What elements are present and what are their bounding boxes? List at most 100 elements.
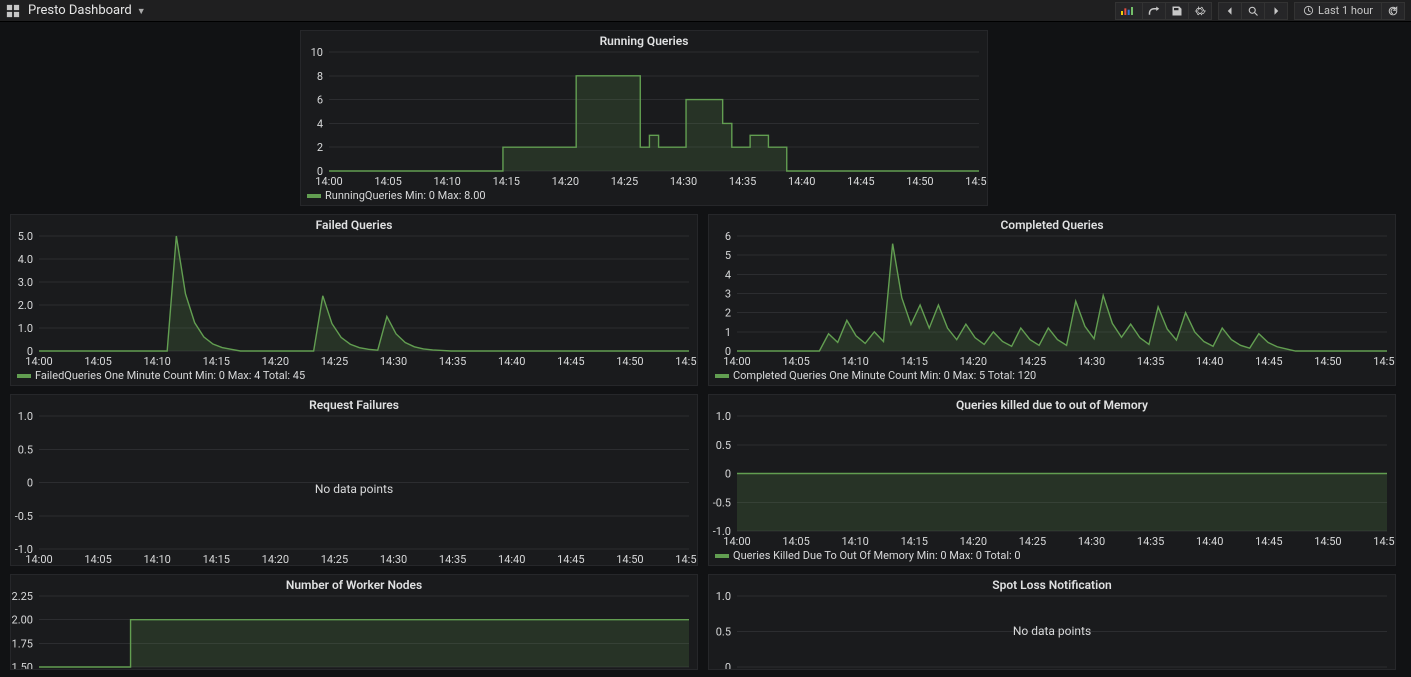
svg-text:2.25: 2.25 <box>12 592 33 603</box>
svg-text:14:25: 14:25 <box>321 553 348 565</box>
svg-text:14:10: 14:10 <box>841 355 868 367</box>
svg-text:14:55: 14:55 <box>675 355 697 367</box>
svg-text:14:40: 14:40 <box>498 355 525 367</box>
svg-text:-0.5: -0.5 <box>15 510 33 523</box>
svg-text:2: 2 <box>725 307 731 320</box>
svg-text:14:50: 14:50 <box>1314 355 1341 367</box>
svg-text:1.75: 1.75 <box>12 637 33 650</box>
svg-text:0: 0 <box>725 661 731 669</box>
share-button[interactable] <box>1142 2 1166 20</box>
zoom-out-button[interactable] <box>1241 2 1265 20</box>
legend-completed-queries[interactable]: Completed Queries One Minute Count Min: … <box>709 367 1395 385</box>
svg-text:3.0: 3.0 <box>18 276 33 289</box>
dashboard-title-text: Presto Dashboard <box>28 3 132 18</box>
caret-down-icon: ▼ <box>137 7 146 17</box>
svg-text:14:40: 14:40 <box>1196 535 1223 547</box>
svg-text:14:50: 14:50 <box>906 175 933 187</box>
svg-text:1.0: 1.0 <box>716 592 731 603</box>
svg-text:14:25: 14:25 <box>1019 355 1046 367</box>
svg-text:14:20: 14:20 <box>262 553 289 565</box>
svg-text:10: 10 <box>311 48 323 59</box>
svg-text:2.00: 2.00 <box>12 614 33 627</box>
panel-completed-queries: Completed Queries 012345614:0014:0514:10… <box>708 214 1396 386</box>
legend-text: Queries Killed Due To Out Of Memory Min:… <box>733 549 1021 562</box>
svg-text:14:35: 14:35 <box>439 355 466 367</box>
panel-title: Completed Queries <box>709 215 1395 232</box>
svg-text:1.0: 1.0 <box>716 412 731 423</box>
svg-text:14:05: 14:05 <box>782 355 809 367</box>
save-button[interactable] <box>1165 2 1189 20</box>
svg-text:4.0: 4.0 <box>18 253 33 266</box>
svg-text:14:15: 14:15 <box>493 175 520 187</box>
no-data-label: No data points <box>709 624 1395 638</box>
svg-text:14:45: 14:45 <box>1255 535 1282 547</box>
dashboard-grid-icon[interactable] <box>6 4 20 18</box>
panel-title: Number of Worker Nodes <box>11 575 697 592</box>
svg-text:1.50: 1.50 <box>12 661 33 669</box>
svg-text:14:05: 14:05 <box>782 535 809 547</box>
svg-text:14:05: 14:05 <box>84 355 111 367</box>
svg-text:1.0: 1.0 <box>18 412 33 423</box>
panel-title: Spot Loss Notification <box>709 575 1395 592</box>
svg-text:14:20: 14:20 <box>262 355 289 367</box>
svg-text:14:05: 14:05 <box>374 175 401 187</box>
chart-queries-killed-oom: -1.0-0.500.51.014:0014:0514:1014:1514:20… <box>709 412 1395 547</box>
svg-text:3: 3 <box>725 288 731 301</box>
svg-text:6: 6 <box>725 232 731 243</box>
svg-text:0.5: 0.5 <box>18 443 33 456</box>
time-range-picker[interactable]: Last 1 hour <box>1294 2 1382 20</box>
add-panel-button[interactable] <box>1115 2 1143 20</box>
topbar-right: Last 1 hour <box>1109 2 1405 20</box>
svg-text:8: 8 <box>317 70 323 83</box>
svg-text:14:15: 14:15 <box>203 355 230 367</box>
legend-text: Completed Queries One Minute Count Min: … <box>733 369 1036 382</box>
time-back-button[interactable] <box>1218 2 1242 20</box>
svg-text:14:25: 14:25 <box>321 355 348 367</box>
legend-swatch <box>715 374 729 378</box>
panel-failed-queries: Failed Queries 01.02.03.04.05.014:0014:0… <box>10 214 698 386</box>
svg-text:14:15: 14:15 <box>203 553 230 565</box>
svg-text:14:30: 14:30 <box>380 553 407 565</box>
settings-button[interactable] <box>1188 2 1212 20</box>
topbar-left: Presto Dashboard ▼ <box>6 3 146 18</box>
refresh-button[interactable] <box>1381 2 1405 20</box>
svg-text:14:30: 14:30 <box>670 175 697 187</box>
svg-text:14:50: 14:50 <box>616 355 643 367</box>
dashboard-body: Running Queries 024681014:0014:0514:1014… <box>0 22 1411 677</box>
legend-running-queries[interactable]: RunningQueries Min: 0 Max: 8.00 <box>301 187 987 205</box>
svg-text:1: 1 <box>725 326 731 339</box>
svg-text:14:35: 14:35 <box>439 553 466 565</box>
panel-title: Running Queries <box>301 31 987 48</box>
legend-swatch <box>17 374 31 378</box>
time-forward-button[interactable] <box>1264 2 1288 20</box>
svg-text:14:30: 14:30 <box>1078 535 1105 547</box>
svg-text:14:55: 14:55 <box>965 175 987 187</box>
svg-text:14:00: 14:00 <box>315 175 342 187</box>
svg-text:14:35: 14:35 <box>1137 535 1164 547</box>
svg-text:14:10: 14:10 <box>143 553 170 565</box>
svg-text:4: 4 <box>317 117 323 130</box>
svg-text:14:35: 14:35 <box>729 175 756 187</box>
svg-text:2: 2 <box>317 141 323 154</box>
time-range-label: Last 1 hour <box>1318 4 1373 17</box>
legend-oom[interactable]: Queries Killed Due To Out Of Memory Min:… <box>709 547 1395 565</box>
svg-text:14:25: 14:25 <box>611 175 638 187</box>
svg-text:2.0: 2.0 <box>18 299 33 312</box>
no-data-label: No data points <box>11 482 697 496</box>
svg-text:14:20: 14:20 <box>960 535 987 547</box>
svg-text:14:30: 14:30 <box>1078 355 1105 367</box>
svg-text:14:15: 14:15 <box>901 355 928 367</box>
legend-swatch <box>307 194 321 198</box>
chart-failed-queries: 01.02.03.04.05.014:0014:0514:1014:1514:2… <box>11 232 697 367</box>
svg-text:14:10: 14:10 <box>143 355 170 367</box>
svg-text:0.5: 0.5 <box>716 439 731 452</box>
svg-text:14:00: 14:00 <box>723 355 750 367</box>
topbar: Presto Dashboard ▼ <box>0 0 1411 22</box>
chart-running-queries: 024681014:0014:0514:1014:1514:2014:2514:… <box>301 48 987 187</box>
panel-title: Failed Queries <box>11 215 697 232</box>
svg-text:14:50: 14:50 <box>616 553 643 565</box>
legend-text: RunningQueries Min: 0 Max: 8.00 <box>325 189 486 202</box>
dashboard-title[interactable]: Presto Dashboard ▼ <box>28 3 146 18</box>
svg-text:6: 6 <box>317 94 323 107</box>
legend-failed-queries[interactable]: FailedQueries One Minute Count Min: 0 Ma… <box>11 367 697 385</box>
